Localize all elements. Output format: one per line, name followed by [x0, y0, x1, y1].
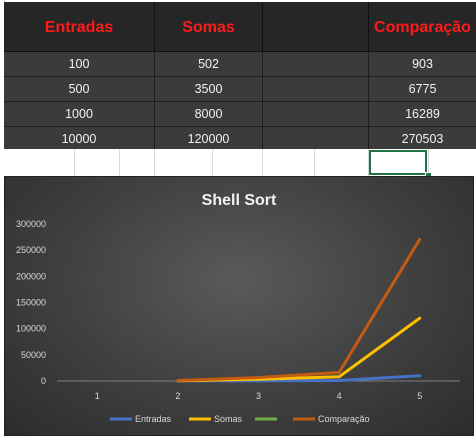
legend-label: Somas [214, 414, 243, 424]
cell-empty[interactable] [263, 77, 369, 101]
x-tick-label: 3 [256, 391, 261, 401]
y-tick-label: 200000 [16, 271, 46, 281]
legend-label: Entradas [135, 414, 172, 424]
grid-line [212, 149, 213, 177]
cell-entradas[interactable]: 100 [4, 52, 155, 76]
empty-grid-row [4, 149, 476, 177]
chart-svg: Shell Sort 0 50000 100000 150000 200000 250000… [16, 192, 460, 424]
x-tick-label: 4 [337, 391, 342, 401]
selected-cell[interactable] [369, 150, 427, 175]
table-row: 1000 8000 16289 [4, 102, 476, 127]
y-tick-label: 250000 [16, 245, 46, 255]
table-header-row: Entradas Somas Comparação [4, 2, 476, 52]
cell-entradas[interactable]: 10000 [4, 127, 155, 151]
chart-title: Shell Sort [202, 192, 277, 209]
cell-empty[interactable] [263, 102, 369, 126]
table-row: 500 3500 6775 [4, 77, 476, 102]
y-tick-label: 300000 [16, 219, 46, 229]
cell-comparacao[interactable]: 16289 [405, 107, 440, 121]
header-cell-somas[interactable]: Somas [155, 2, 263, 51]
cell-somas[interactable]: 502 [155, 52, 263, 76]
x-tick-label: 1 [95, 391, 100, 401]
table-row: 10000 120000 270503 [4, 127, 476, 152]
grid-line [262, 149, 263, 177]
cell-somas[interactable]: 3500 [155, 77, 263, 101]
grid-line [119, 149, 120, 177]
y-tick-label: 100000 [16, 324, 46, 334]
grid-line [428, 149, 429, 177]
cell-empty[interactable] [263, 127, 369, 151]
header-cell-comparacao[interactable]: Comparação [374, 19, 471, 36]
series-line-3 [176, 237, 422, 382]
cell-somas[interactable]: 120000 [155, 127, 263, 151]
grid-line [154, 149, 155, 177]
header-cell-empty[interactable] [263, 2, 369, 51]
cell-entradas[interactable]: 500 [4, 77, 155, 101]
grid-line [74, 149, 75, 177]
series-line-1 [176, 316, 422, 383]
chart-area[interactable]: Shell Sort 0 50000 100000 150000 200000 250000… [4, 176, 474, 436]
grid-line [314, 149, 315, 177]
table-row: 100 502 903 [4, 52, 476, 77]
grid-line [368, 149, 369, 177]
legend-label: Comparação [318, 414, 370, 424]
cell-comparacao[interactable]: 270503 [401, 132, 444, 146]
header-cell-entradas[interactable]: Entradas [4, 2, 155, 51]
cell-comparacao[interactable]: 6775 [408, 82, 437, 96]
cell-somas[interactable]: 8000 [155, 102, 263, 126]
cell-empty[interactable] [263, 52, 369, 76]
cell-comparacao[interactable]: 903 [412, 57, 433, 71]
cell-entradas[interactable]: 1000 [4, 102, 155, 126]
y-tick-label: 150000 [16, 298, 46, 308]
x-tick-label: 5 [417, 391, 422, 401]
x-tick-label: 2 [175, 391, 180, 401]
y-tick-label: 0 [41, 376, 46, 386]
y-tick-label: 50000 [21, 350, 46, 360]
